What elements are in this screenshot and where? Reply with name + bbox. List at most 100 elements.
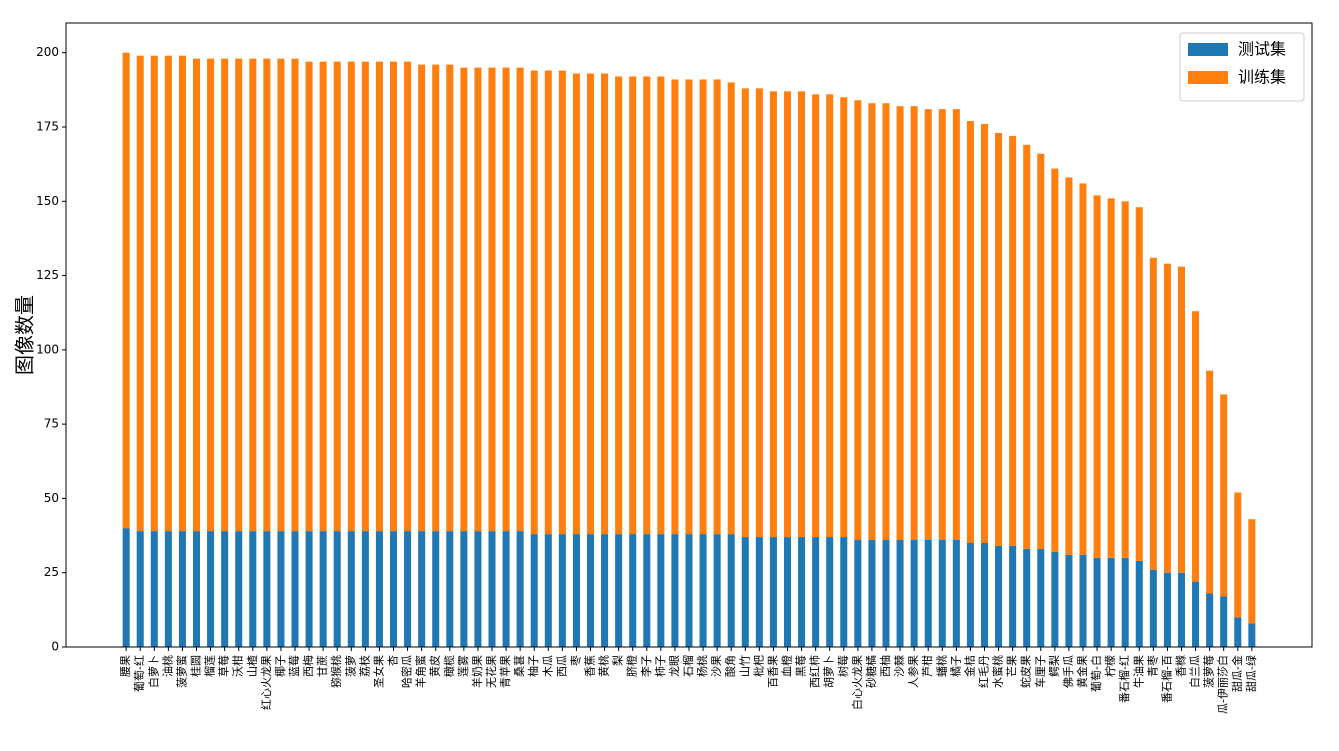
bar (277, 58, 285, 532)
bar (418, 531, 426, 647)
x-tick-label: 山楂 (245, 655, 259, 677)
bar (896, 540, 904, 647)
bar (474, 67, 482, 532)
bar (1093, 195, 1101, 558)
bar (347, 61, 355, 532)
bar (474, 531, 482, 647)
bar (769, 537, 777, 647)
x-tick-label: 蛇皮果 (1019, 655, 1033, 688)
bar (910, 106, 918, 541)
x-tick-label: 柚子 (526, 655, 540, 677)
bar (305, 531, 313, 647)
bar (235, 58, 243, 532)
bar (1135, 560, 1143, 647)
bar (671, 534, 679, 647)
bar (966, 121, 974, 544)
bar (1135, 207, 1143, 561)
bar (572, 73, 580, 535)
bar (657, 534, 665, 647)
bar (685, 79, 693, 535)
x-tick-label: 金桔 (962, 655, 976, 677)
bar (1163, 263, 1171, 573)
x-tick-label: 蓝莓 (288, 655, 301, 677)
plot-frame (65, 22, 1313, 648)
bar (164, 531, 172, 647)
bar (1107, 557, 1115, 647)
bar (192, 531, 201, 647)
bar (798, 537, 806, 647)
bar (1121, 201, 1129, 558)
x-tick-label: 人参果 (906, 655, 920, 688)
y-tick-label: 200 (36, 45, 59, 59)
x-tick-label: 枇杷 (751, 655, 765, 677)
x-tick-label: 荔枝 (357, 655, 371, 677)
x-tick-label: 沙棘 (893, 655, 906, 677)
x-tick-label: 白心火龙果 (850, 655, 864, 710)
x-tick-label: 砂糖橘 (864, 655, 878, 688)
bar (980, 543, 989, 647)
bar (699, 534, 707, 647)
bar (221, 58, 229, 532)
x-tick-label: 柿子 (653, 655, 667, 677)
bar (333, 61, 341, 532)
bar (727, 82, 735, 535)
legend-label: 测试集 (1238, 40, 1286, 59)
x-tick-label: 青枣 (1146, 655, 1159, 677)
bar (1248, 519, 1256, 624)
x-tick-label: 李子 (639, 655, 653, 677)
x-tick-label: 树莓 (836, 655, 850, 677)
bar (755, 537, 763, 647)
bar (361, 531, 369, 647)
bar (952, 540, 960, 647)
x-tick-label: 香橼 (1174, 655, 1187, 677)
bar (333, 531, 341, 647)
bar (221, 531, 229, 647)
x-tick-label: 山竹 (737, 655, 751, 677)
bar (1177, 572, 1186, 647)
y-tick-label: 100 (36, 342, 59, 356)
x-tick-label: 猕猴桃 (329, 655, 343, 688)
x-tick-label: 无花果 (485, 655, 498, 688)
x-tick-label: 橘子 (949, 655, 962, 677)
bar (375, 61, 383, 532)
x-tick-label: 佛手瓜 (1061, 655, 1075, 688)
bar (601, 73, 609, 535)
bar (798, 91, 806, 538)
bar (460, 67, 468, 532)
bar (1093, 557, 1101, 647)
bar (572, 534, 580, 647)
x-tick-label: 百香果 (766, 655, 779, 688)
x-tick-label: 橄榄 (442, 655, 456, 677)
y-tick-label: 150 (36, 194, 59, 208)
x-tick-label: 石榴 (681, 655, 695, 677)
x-tick-label: 菠萝莓 (1203, 655, 1216, 688)
bar (938, 540, 946, 647)
bar (1023, 548, 1031, 647)
bar (995, 132, 1003, 546)
x-tick-label: 胡萝卜 (822, 655, 836, 688)
bar (488, 67, 496, 532)
bar (291, 58, 299, 532)
bar (389, 531, 398, 647)
bar (404, 531, 412, 647)
x-tick-label: 桑葚 (513, 655, 526, 677)
bar (868, 540, 876, 647)
bar (840, 537, 848, 647)
x-tick-label: 柠檬 (1103, 655, 1117, 677)
bar (1065, 177, 1073, 555)
bar (713, 534, 721, 647)
x-tick-label: 油桃 (160, 655, 174, 677)
bar (938, 109, 946, 541)
bar (136, 55, 144, 532)
x-tick-label: 黑莓 (795, 655, 808, 677)
x-tick-label: 梨 (611, 655, 625, 666)
bar (615, 76, 623, 535)
bar (1234, 492, 1242, 618)
x-tick-label: 红毛丹 (977, 655, 990, 688)
bar (1149, 257, 1157, 570)
y-axis-label: 图像数量 (13, 295, 37, 375)
bar (516, 531, 524, 647)
bar (1163, 572, 1171, 647)
x-tick-label: 西红柿 (808, 655, 822, 688)
bar (699, 79, 707, 535)
